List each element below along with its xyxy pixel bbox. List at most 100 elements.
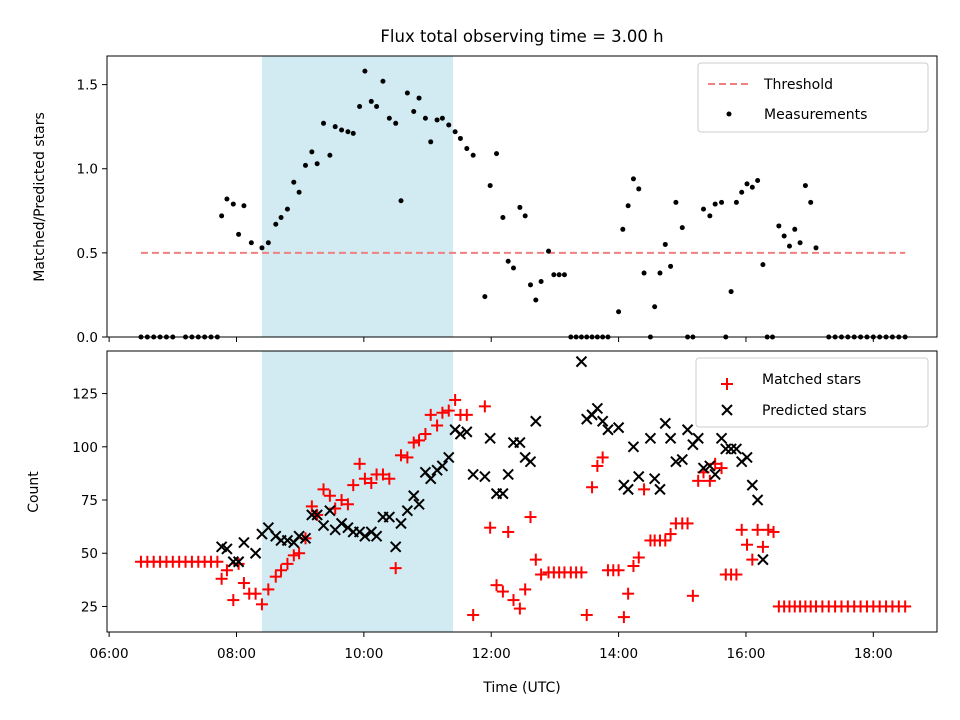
measurement-point [487, 183, 493, 189]
x-tick-label: 08:00 [217, 646, 256, 662]
bottom-y-axis-label: Count [26, 471, 42, 513]
measurement-point [332, 124, 338, 130]
measurement-point [522, 213, 528, 219]
matched-point [413, 434, 426, 447]
measurement-point [398, 198, 404, 204]
bottom-x-ticks: 06:00 08:00 10:00 12:00 14:00 16:00 18:00 [90, 632, 893, 662]
bottom-y-tick-label: 100 [72, 440, 98, 456]
matched-point [317, 483, 330, 496]
measurement-point [776, 223, 782, 229]
matched-point [519, 583, 532, 596]
measurement-point [533, 297, 539, 303]
measurement-point [434, 117, 440, 123]
measurement-point [464, 146, 470, 152]
predicted-point [383, 511, 396, 523]
matched-point [767, 525, 780, 538]
top-y-tick-label: 1.5 [77, 78, 98, 94]
measurement-point [422, 115, 428, 121]
matched-point [692, 474, 705, 487]
matched-point [281, 557, 294, 570]
predicted-point [648, 473, 661, 485]
predicted-point [311, 509, 323, 521]
predicted-point [335, 517, 348, 530]
measurement-point [284, 206, 290, 212]
measurement-point [808, 199, 814, 205]
bottom-legend-box [695, 357, 929, 428]
x-tick-label: 10:00 [344, 646, 383, 662]
top-y-axis-label: Matched/Predicted stars [32, 112, 48, 282]
measurement-point [470, 152, 476, 158]
matched-point [407, 436, 420, 449]
matched-point [591, 459, 604, 472]
predicted-point [467, 468, 479, 481]
measurement-point [241, 203, 247, 209]
matched-point [227, 594, 240, 607]
matched-point [751, 523, 764, 536]
measurement-point [755, 178, 761, 184]
matched-point [596, 451, 609, 464]
matched-point [735, 523, 748, 536]
predicted-point [232, 556, 245, 568]
predicted-point [299, 532, 312, 545]
matched-point [347, 479, 360, 492]
measurement-point [345, 129, 351, 135]
measurement-point [386, 115, 392, 121]
measurement-point [511, 265, 517, 271]
bottom-legend: Matched stars Predicted stars [695, 357, 929, 428]
matched-point [358, 472, 371, 485]
matched-point [580, 608, 593, 621]
top-panel-shade [261, 56, 454, 337]
measurement-point [452, 129, 458, 135]
measurement-point [278, 215, 284, 221]
matched-point [575, 566, 588, 579]
measurement-point [230, 201, 236, 207]
measurement-point [641, 270, 647, 276]
measurement-point [380, 78, 386, 84]
predicted-point [692, 432, 704, 444]
predicted-point [612, 421, 625, 434]
predicted-point [746, 479, 759, 491]
matched-point [478, 400, 491, 413]
measurement-point [538, 278, 544, 284]
predicted-point [602, 424, 614, 436]
predicted-point [591, 402, 604, 415]
top-legend-box [697, 62, 929, 133]
x-tick-label: 12:00 [472, 646, 511, 662]
predicted-point [413, 498, 425, 510]
predicted-point [238, 536, 250, 549]
measurement-point [309, 149, 315, 155]
x-tick-label: 14:00 [599, 646, 638, 662]
measurement-point [362, 68, 368, 74]
predicted-point [659, 417, 671, 430]
matched-point [612, 564, 625, 577]
top-x-ticks [108, 337, 874, 342]
measurement-point [707, 213, 713, 219]
measurement-point [728, 289, 734, 295]
predicted-point [596, 415, 609, 427]
top-y-ticks: 0.0 0.5 1.0 1.5 [77, 78, 107, 346]
top-panel-frame [106, 55, 938, 338]
measurement-point [679, 225, 685, 231]
x-tick-label: 16:00 [726, 646, 765, 662]
predicted-point [443, 451, 455, 464]
predicted-point [681, 424, 694, 436]
bottom-y-tick-label: 50 [81, 546, 98, 562]
measurement-point [620, 226, 626, 232]
measurement-point [797, 240, 803, 246]
measurement-point [393, 120, 399, 126]
predicted-point [757, 553, 769, 566]
bottom-y-tick-label: 25 [81, 599, 98, 615]
threshold-legend-label: Threshold [763, 77, 833, 93]
measurement-point [291, 179, 297, 185]
predicted-point [654, 483, 666, 496]
measurement-point [428, 139, 434, 145]
matched-point [664, 528, 677, 541]
matched-point [442, 404, 455, 417]
measurement-point [327, 152, 333, 158]
matched-point [502, 525, 515, 538]
measurement-point [792, 226, 798, 232]
measurement-point [350, 130, 356, 136]
matched-legend-swatch [721, 378, 733, 390]
predicted-point [436, 460, 449, 472]
matched-point [237, 577, 250, 590]
